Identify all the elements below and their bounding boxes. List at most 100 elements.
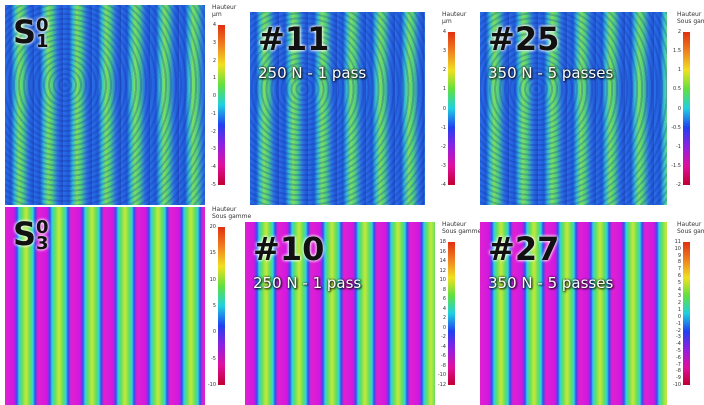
label-sup: 0 <box>36 15 49 36</box>
height-map <box>5 5 205 205</box>
colorbar-tick: -8 <box>441 362 446 369</box>
colorbar-title-line: Hauteur <box>442 221 467 228</box>
colorbar-tick: -5 <box>211 182 216 188</box>
colorbar-title-line: Hauteur <box>212 206 237 213</box>
colorbar-tick: -4 <box>441 182 446 188</box>
colorbar-title: Hauteur µm <box>442 11 466 25</box>
colorbar-tick: -0.5 <box>671 124 681 131</box>
colorbar-title-line: Hauteur <box>442 11 467 18</box>
height-map <box>245 222 435 405</box>
label-base: #11 <box>258 20 330 58</box>
label-base: #27 <box>488 230 560 268</box>
colorbar <box>448 242 455 385</box>
colorbar-tick: 0 <box>212 93 216 100</box>
height-map <box>480 222 667 405</box>
colorbar-tick: 3 <box>442 48 446 55</box>
height-map <box>480 12 667 205</box>
colorbar-tick: 4 <box>442 305 446 312</box>
panel-subtitle: 350 N - 5 passes <box>488 64 614 82</box>
label-sub: 1 <box>36 31 49 52</box>
colorbar-tick: 20 <box>209 224 216 230</box>
colorbar-tick: 5 <box>212 303 216 309</box>
colorbar <box>218 25 225 185</box>
colorbar-tick: 0 <box>442 324 446 331</box>
colorbar-tick: 2 <box>442 315 446 322</box>
colorbar-tick: 2 <box>212 57 216 64</box>
colorbar-tick: -5 <box>676 347 681 354</box>
colorbar-tick: 6 <box>442 296 446 303</box>
colorbar-tick: 16 <box>439 248 446 255</box>
colorbar-tick: -3 <box>211 146 216 153</box>
colorbar-tick: 15 <box>209 250 216 257</box>
colorbar-tick: 4 <box>442 29 446 35</box>
panel-label: #25 <box>488 20 559 58</box>
colorbar-tick: -10 <box>437 372 446 379</box>
colorbar-tick: 1 <box>677 307 681 314</box>
colorbar-title-line: Sous gamme <box>677 18 704 25</box>
colorbar-tick: -4 <box>441 343 446 350</box>
colorbar-tick: 6 <box>677 273 681 280</box>
colorbar-tick: 0 <box>442 105 446 112</box>
colorbar-tick: 3 <box>212 39 216 46</box>
colorbar-tick: -1.5 <box>671 162 681 169</box>
colorbar-tick: 12 <box>439 267 446 274</box>
colorbar-tick: 5 <box>677 279 681 286</box>
colorbar-tick: 2 <box>442 67 446 74</box>
colorbar <box>218 227 225 385</box>
colorbar-tick: -4 <box>676 341 681 348</box>
colorbar-tick: -10 <box>672 382 681 388</box>
colorbar-title: Hauteur µm <box>212 4 236 18</box>
colorbar-tick: 0.5 <box>673 86 681 93</box>
colorbar-tick: 11 <box>674 239 681 245</box>
colorbar-tick: 8 <box>677 259 681 266</box>
height-map <box>250 12 425 205</box>
colorbar-tick: -9 <box>676 375 681 382</box>
colorbar-title-line: Hauteur <box>212 4 237 11</box>
colorbar-tick: 3 <box>677 293 681 300</box>
colorbar <box>683 242 690 385</box>
panel-subtitle: 350 N - 5 passes <box>488 274 614 292</box>
colorbar-tick: -12 <box>437 382 446 388</box>
colorbar-tick: -4 <box>211 164 216 171</box>
colorbar-title-line: Hauteur <box>677 11 702 18</box>
colorbar-tick: -2 <box>676 327 681 334</box>
colorbar-tick: -3 <box>676 334 681 341</box>
colorbar <box>683 32 690 185</box>
label-base: S <box>13 13 37 51</box>
colorbar-tick: 1 <box>677 67 681 74</box>
colorbar-tick: -5 <box>211 355 216 362</box>
colorbar-tick: -2 <box>441 143 446 150</box>
colorbar-tick: 0 <box>212 329 216 336</box>
colorbar-title-line: Sous gamme <box>442 228 482 235</box>
colorbar-title-line: µm <box>212 11 222 18</box>
colorbar-tick: 0 <box>677 313 681 320</box>
label-base: S <box>13 215 37 253</box>
panel-label: #11 <box>258 20 329 58</box>
colorbar-tick: 1 <box>442 86 446 93</box>
colorbar-tick: -8 <box>676 368 681 375</box>
colorbar-tick: -6 <box>676 354 681 361</box>
colorbar-tick: -1 <box>676 143 681 150</box>
colorbar-tick: 18 <box>439 239 446 245</box>
colorbar-tick: 8 <box>442 286 446 293</box>
panel-subtitle: 250 N - 1 pass <box>258 64 367 82</box>
colorbar-tick: -10 <box>207 382 216 388</box>
colorbar-tick: -2 <box>676 182 681 188</box>
colorbar-tick: -3 <box>441 162 446 169</box>
colorbar-tick: -1 <box>676 320 681 327</box>
colorbar-tick: 14 <box>439 258 446 265</box>
panel-label: #27 <box>488 230 559 268</box>
colorbar-title-line: µm <box>442 18 452 25</box>
colorbar-tick: 1.5 <box>673 48 681 55</box>
height-map <box>5 207 205 405</box>
panel-label: #10 <box>253 230 324 268</box>
colorbar-tick: 2 <box>677 300 681 307</box>
label-base: #25 <box>488 20 560 58</box>
